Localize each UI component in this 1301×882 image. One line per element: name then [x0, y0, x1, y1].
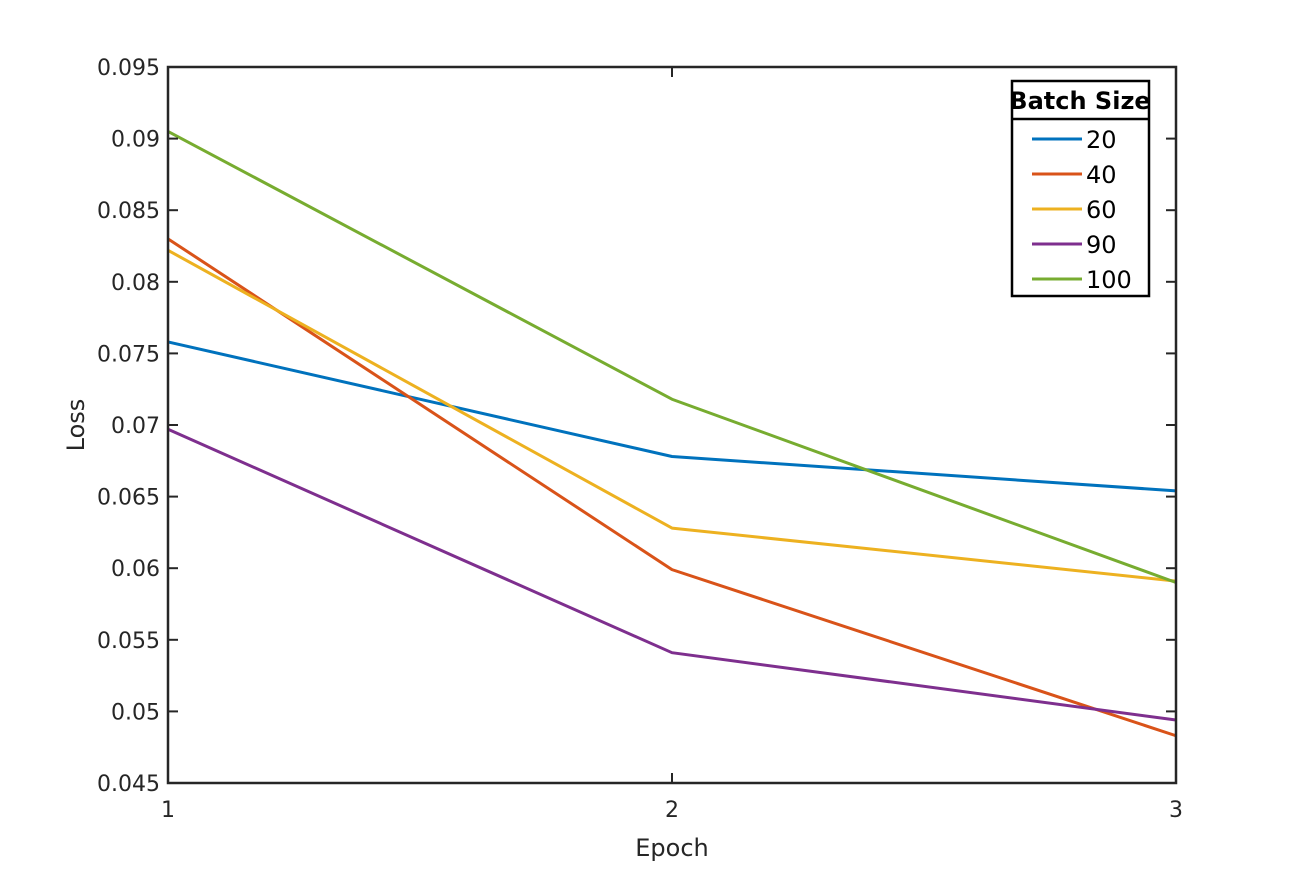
legend-label-60: 60 — [1086, 196, 1117, 224]
x-tick-label: 3 — [1169, 798, 1183, 823]
series-line-40 — [167, 237, 1177, 738]
legend-label-40: 40 — [1086, 161, 1117, 189]
series-line-90 — [167, 427, 1177, 722]
y-tick-label: 0.09 — [111, 128, 160, 153]
series-line-20 — [167, 340, 1177, 493]
legend-label-20: 20 — [1086, 126, 1117, 154]
legend-label-100: 100 — [1086, 266, 1132, 294]
y-tick-label: 0.095 — [97, 56, 160, 81]
y-tick-label: 0.05 — [111, 700, 160, 725]
tick-layer: 0.045 0.05 0.055 0.06 0.065 0.07 0.075 0.08 0.08… — [97, 56, 1183, 823]
x-tick-label: 1 — [161, 798, 175, 823]
y-tick-label: 0.085 — [97, 199, 160, 224]
x-tick-label: 2 — [665, 798, 679, 823]
legend-label-90: 90 — [1086, 231, 1117, 259]
y-tick-label: 0.07 — [111, 414, 160, 439]
legend-box — [1010, 79, 1151, 298]
y-tick-label: 0.075 — [97, 342, 160, 367]
y-tick-label: 0.06 — [111, 557, 160, 582]
y-tick-label: 0.08 — [111, 271, 160, 296]
x-axis-label: Epoch — [635, 834, 709, 862]
series-layer — [167, 130, 1177, 738]
series-line-60 — [167, 248, 1177, 583]
y-axis-label: Loss — [62, 399, 90, 452]
legend-title: Batch Size — [1009, 87, 1150, 115]
series-line-100 — [167, 130, 1177, 584]
legend: Batch Size 20 40 60 90 100 — [1009, 79, 1151, 298]
y-tick-label: 0.045 — [97, 772, 160, 797]
y-tick-label: 0.065 — [97, 486, 160, 511]
y-tick-label: 0.055 — [97, 629, 160, 654]
legend-entries: 20 40 60 90 100 — [1032, 126, 1132, 294]
